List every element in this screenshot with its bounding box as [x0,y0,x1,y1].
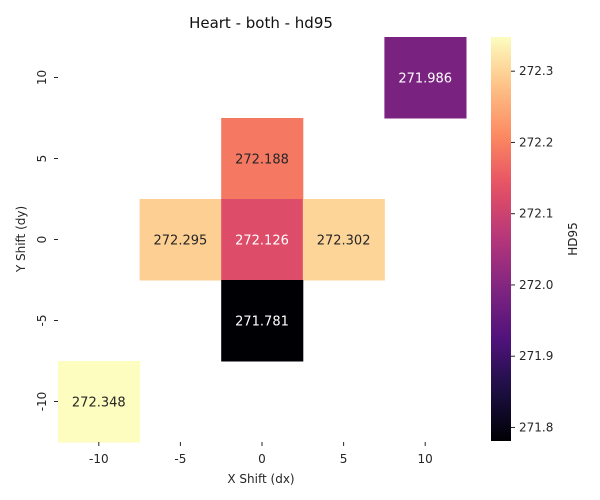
colorbar: 271.8 271.9 272.0 272.1 272.2 272.3 [491,37,553,441]
colorbar-tick-label: 271.8 [519,420,553,434]
heatmap-cell [384,37,467,119]
cell-value-label: 272.348 [72,396,126,411]
cell-value-label: 272.126 [235,234,289,249]
y-tick-label: 5 [35,155,49,163]
chart-title: Heart - both - hd95 [189,14,333,32]
heatmap-cell [221,280,304,362]
x-tick-label: 5 [340,452,348,466]
colorbar-tick-label: 272.2 [519,135,553,149]
colorbar-label: HD95 [566,222,580,256]
y-tick-label: -5 [35,315,49,327]
heatmap-cell [58,361,141,443]
cell-value-label: 271.986 [398,72,452,87]
heatmap-cell [139,199,222,281]
colorbar-tick-label: 272.3 [519,64,553,78]
cell-value-label: 272.295 [154,234,208,249]
colorbar-gradient [491,37,511,441]
cell-value-label: 272.188 [235,153,289,168]
y-axis: 10 5 0 -5 -10 [35,70,58,411]
y-tick-label: -10 [35,392,49,412]
heatmap-cell [221,118,304,200]
y-tick-label: 0 [35,236,49,244]
colorbar-tick-label: 272.1 [519,207,553,221]
x-tick-label: 10 [418,452,433,466]
cell-value-label: 272.302 [317,234,371,249]
colorbar-tick-label: 272.0 [519,278,553,292]
x-tick-label: 0 [258,452,266,466]
x-axis-label: X Shift (dx) [227,472,294,486]
heatmap-cell [302,199,385,281]
cell-value-label: 271.781 [235,315,289,330]
heatmap-cell [221,199,304,281]
x-tick-label: -5 [174,452,186,466]
x-axis: -10 -5 0 5 10 [89,442,433,466]
y-tick-label: 10 [35,70,49,85]
plot-area: 271.986 272.188 272.295 272.126 272.302 271.7… [58,37,467,443]
x-tick-label: -10 [89,452,109,466]
y-axis-label: Y Shift (dy) [14,206,28,273]
colorbar-tick-label: 271.9 [519,349,553,363]
